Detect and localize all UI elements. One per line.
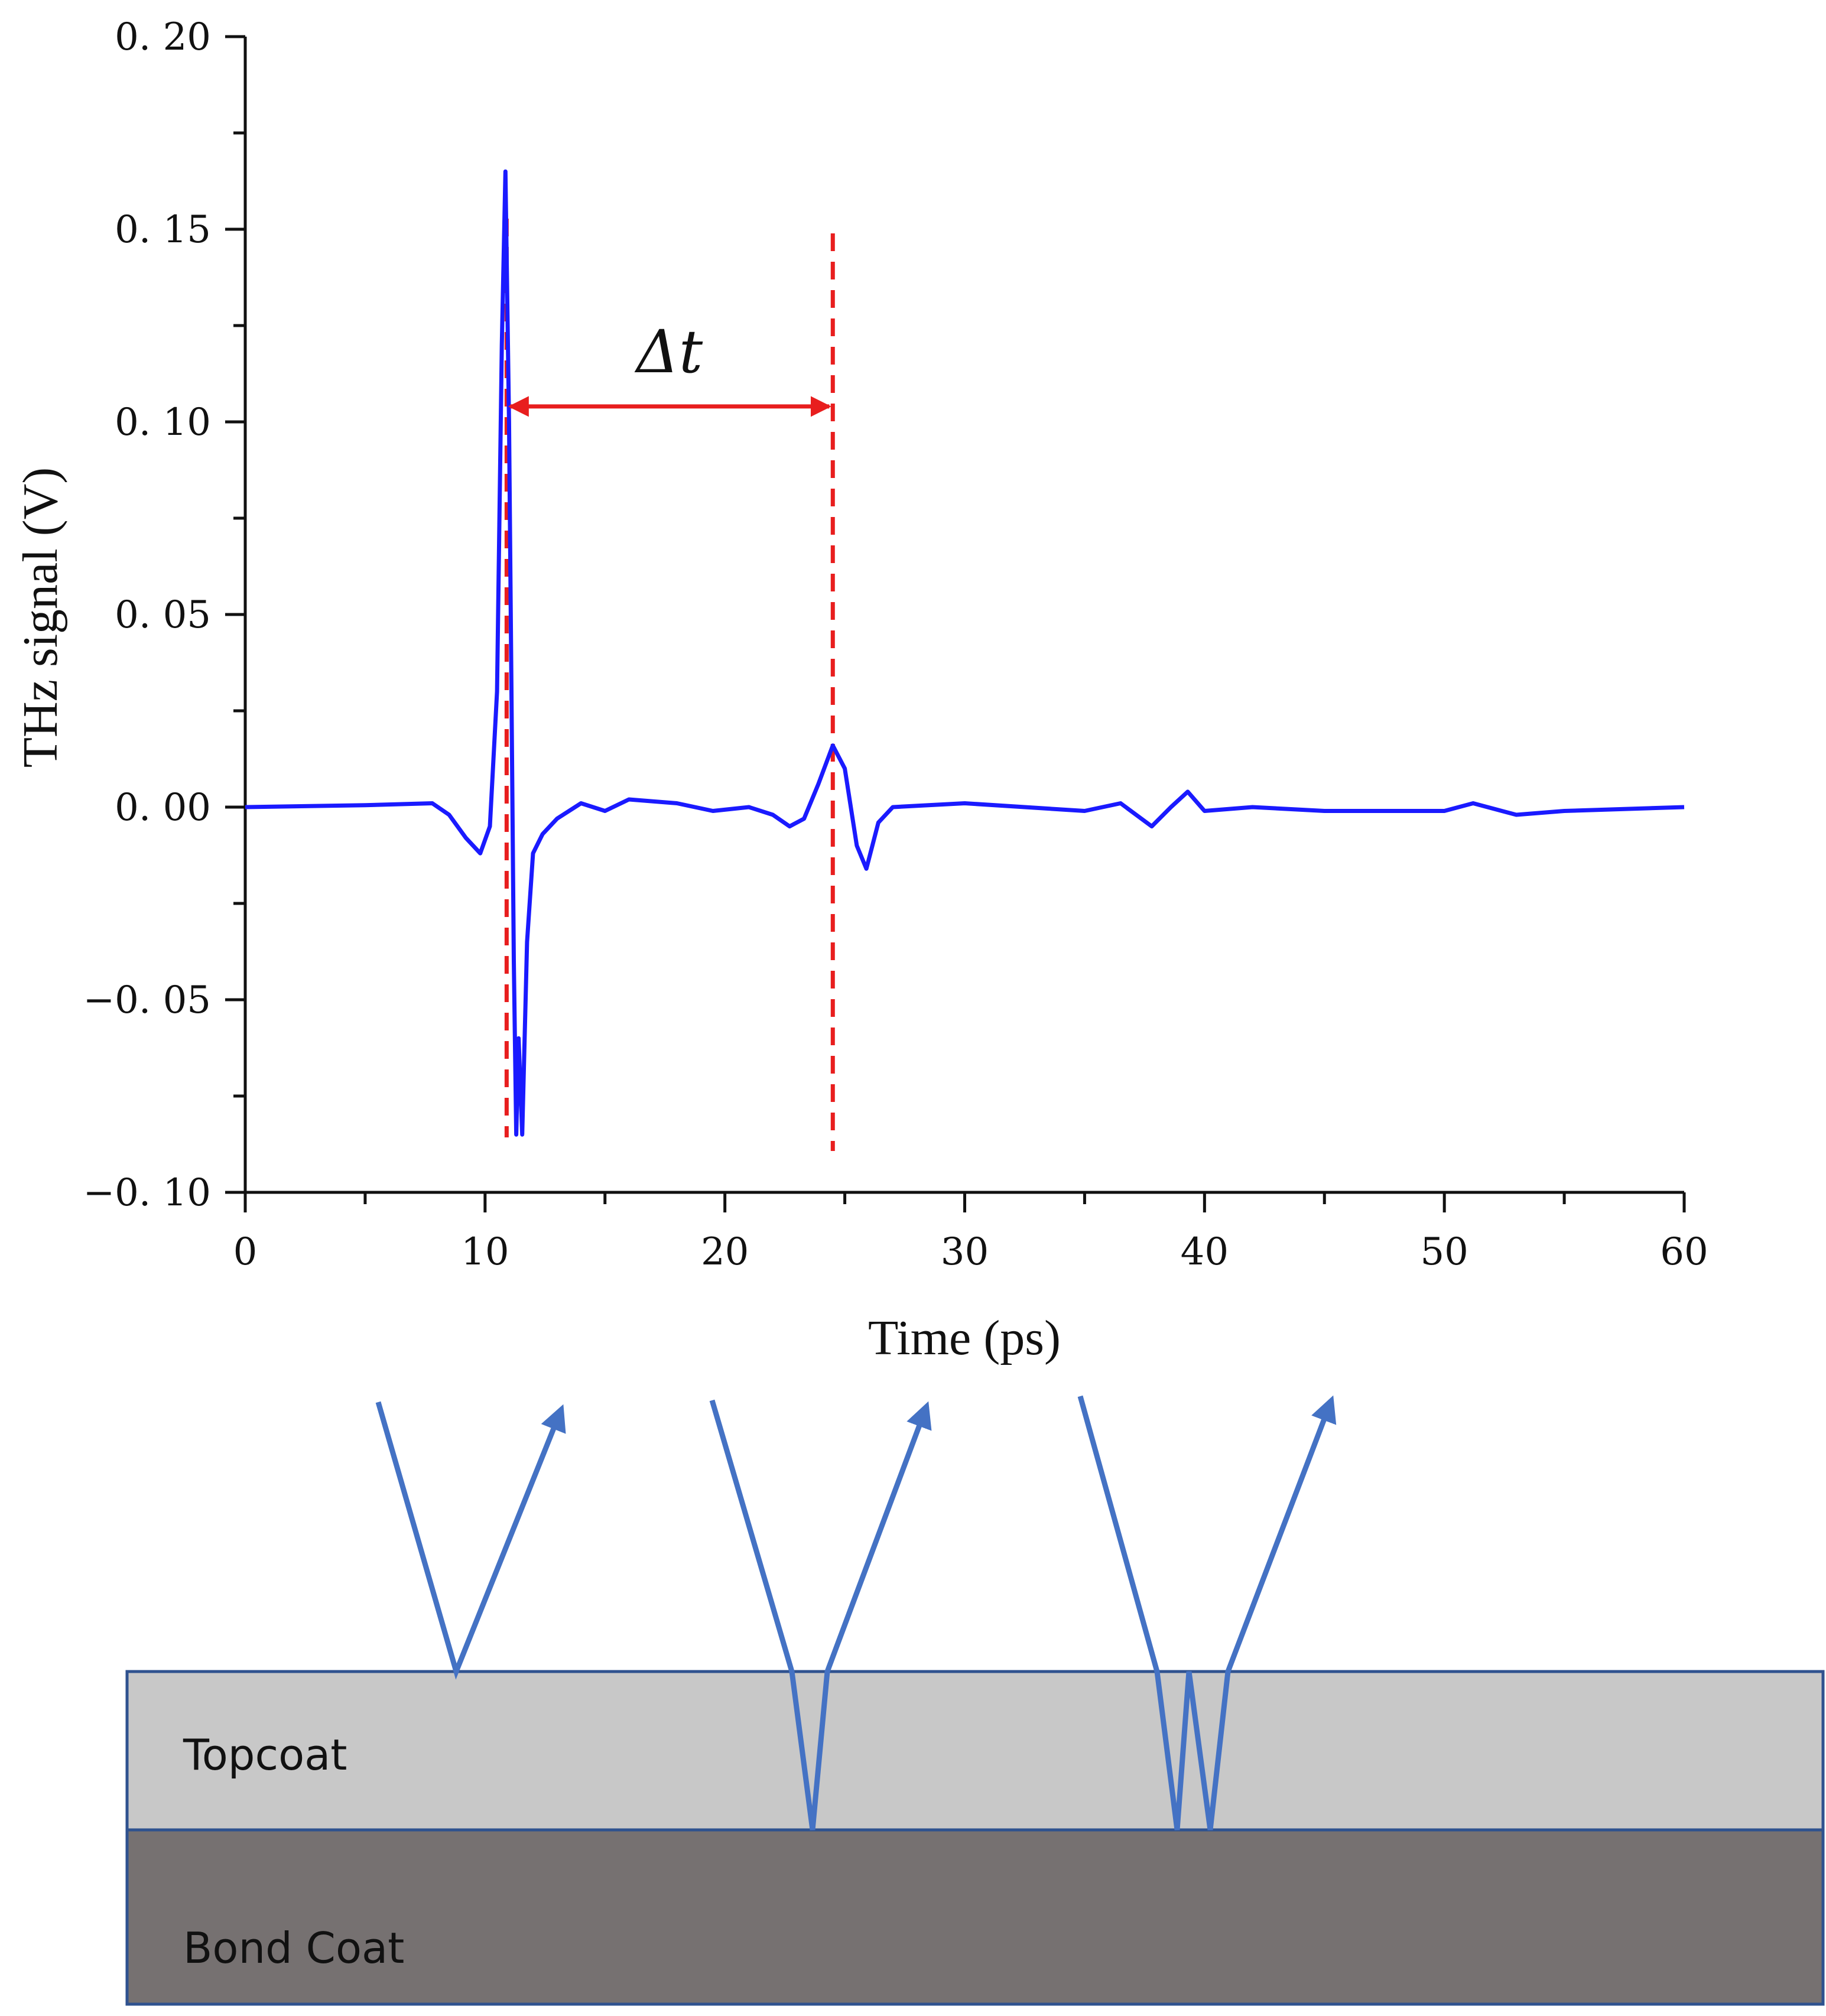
y-tick-label: 0. 05 (115, 593, 211, 637)
y-axis-ticks (225, 35, 245, 1194)
x-axis-title: Time (ps) (868, 1311, 1061, 1365)
multiple-reflection-ray (1077, 1395, 1337, 1830)
x-tick-label: 20 (701, 1230, 749, 1274)
thz-chart: −0. 10 −0. 05 0. 00 0. 05 0. 10 0. 15 0. 20 0 1… (13, 15, 1708, 1365)
reflection-diagram: Topcoat Bond Coat (125, 1395, 1825, 2006)
x-tick-label: 60 (1660, 1230, 1708, 1274)
interface-reflection-ray (709, 1399, 932, 1830)
x-tick-label: 40 (1181, 1230, 1229, 1274)
y-axis-tick-labels: −0. 10 −0. 05 0. 00 0. 05 0. 10 0. 15 0. 20 (83, 15, 211, 1215)
bond-coat-layer (125, 1828, 1825, 2006)
surface-reflection-ray (375, 1401, 566, 1680)
y-axis-title: THz signal (V) (13, 467, 68, 768)
x-tick-label: 0 (233, 1230, 258, 1274)
y-tick-label: 0. 20 (115, 15, 211, 59)
x-tick-label: 30 (941, 1230, 989, 1274)
bond-coat-label: Bond Coat (183, 1923, 404, 1973)
x-tick-label: 50 (1420, 1230, 1468, 1274)
x-tick-label: 10 (461, 1230, 509, 1274)
y-tick-label: 0. 15 (115, 208, 211, 252)
y-tick-label: 0. 10 (115, 401, 211, 444)
y-tick-label: −0. 10 (83, 1171, 211, 1215)
x-axis-tick-labels: 0 10 20 30 40 50 60 (233, 1230, 1708, 1274)
topcoat-layer (125, 1670, 1825, 1832)
y-tick-label: −0. 05 (83, 978, 211, 1022)
y-tick-label: 0. 00 (115, 786, 211, 830)
delta-t-label: Δt (634, 317, 703, 386)
topcoat-label: Topcoat (183, 1730, 347, 1780)
signal-line (245, 169, 1685, 1137)
x-axis-ticks (243, 1192, 1686, 1212)
